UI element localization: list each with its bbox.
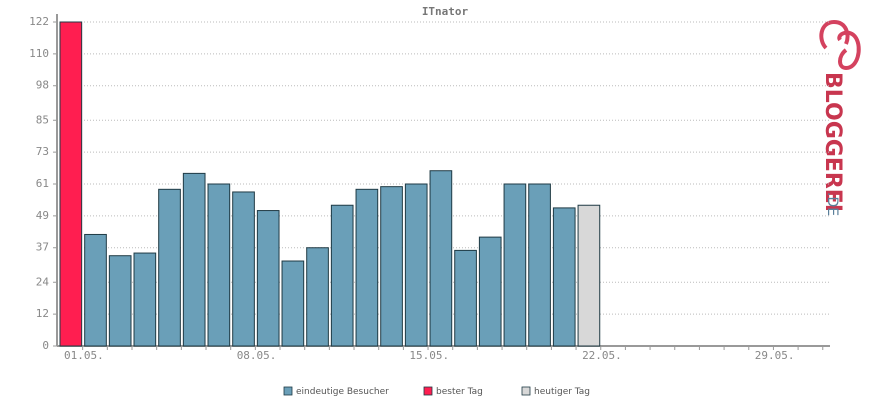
bar [503,183,527,347]
bar [232,191,255,347]
legend-swatch [283,386,293,396]
logo-icon [819,19,861,71]
y-tick-label: 110 [29,47,49,60]
x-tick-label: 29.05. [755,349,795,362]
legend-label: heutiger Tag [534,387,590,397]
x-tick-label: 01.05. [64,349,104,362]
y-tick-label: 49 [36,209,49,222]
bar [429,170,453,347]
y-tick-label: 0 [42,339,49,352]
bar [256,210,280,347]
bar [478,236,502,347]
x-tick-label: 08.05. [237,349,277,362]
bar [207,183,231,347]
legend: eindeutige Besucher bester Tag heutiger Ta… [283,386,590,397]
y-tick-label: 37 [36,241,49,254]
bar [182,172,206,347]
bar [330,204,354,347]
bar [306,247,329,347]
legend-swatch [423,386,433,396]
bar [108,255,132,347]
bar [380,186,403,347]
logo-text: BLOGGEREI [820,72,845,212]
y-tick-label: 61 [36,177,49,190]
chart-title: ITnator [422,5,469,18]
bar [404,183,428,347]
bar [133,252,157,347]
y-tick-label: 122 [29,15,49,28]
y-tick-label: 85 [36,113,49,126]
bar [281,260,305,347]
bar [577,204,601,347]
bar [355,188,379,347]
bar [59,21,83,347]
logo-suffix: .DE [824,192,840,216]
bar [158,188,181,347]
bar [552,207,576,347]
bar [528,183,551,347]
y-tick-label: 12 [36,307,49,320]
logo: BLOGGEREI .DE [819,19,861,216]
y-tick-label: 73 [36,145,49,158]
bar [454,249,477,347]
bar [84,233,107,347]
y-tick-label: 98 [36,79,49,92]
legend-label: bester Tag [436,387,483,397]
legend-swatch [521,386,531,396]
y-tick-label: 24 [36,275,50,288]
x-tick-label: 15.05. [409,349,449,362]
x-tick-label: 22.05. [582,349,622,362]
legend-label: eindeutige Besucher [296,387,389,397]
